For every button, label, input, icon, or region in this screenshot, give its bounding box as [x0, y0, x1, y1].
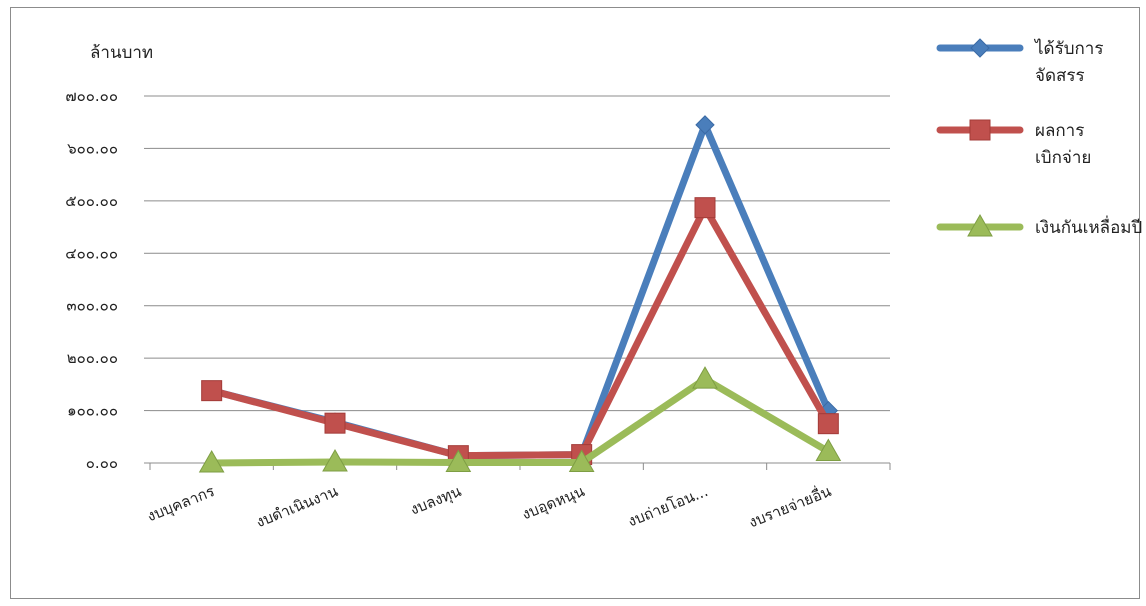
y-tick-label: ๕๐๐.๐๐ — [65, 192, 118, 210]
legend-label: จัดสรร — [1035, 66, 1085, 86]
x-tick-label: งบดำเนินงาน — [253, 482, 340, 531]
x-tick-label: งบบุคลากร — [144, 482, 217, 526]
legend-marker — [970, 38, 990, 58]
chart-frame — [10, 7, 1140, 599]
x-tick-label: งบอุดหนุน — [519, 482, 587, 524]
legend-marker — [969, 119, 991, 141]
data-point — [692, 366, 718, 389]
legend-marker — [967, 213, 993, 237]
legend: ได้รับการจัดสรรผลการเบิกจ่ายเงินกันเหลื่… — [936, 38, 1142, 238]
y-tick-label: ๑๐๐.๐๐ — [67, 402, 118, 420]
x-tick-label: งบถ่ายโอน... — [625, 482, 710, 530]
y-tick-label: ๗๐๐.๐๐ — [65, 87, 118, 105]
gridlines — [150, 95, 890, 412]
data-point — [695, 115, 715, 135]
series-line — [208, 204, 832, 460]
data-point — [817, 413, 839, 435]
y-tick-label: ๓๐๐.๐๐ — [66, 297, 118, 315]
y-tick-label: ๐.๐๐ — [86, 454, 118, 472]
x-axis: งบบุคลากร งบดำเนินงาน งบลงทุน งบอุดหนุน งบถ่… — [144, 462, 891, 531]
data-point — [322, 448, 348, 472]
data-point — [568, 449, 595, 472]
data-point — [445, 449, 472, 472]
data-point — [198, 449, 225, 473]
series-3 — [198, 366, 842, 473]
x-tick-label: งบรายจ่ายอื่น — [745, 480, 834, 531]
series-line — [208, 375, 832, 467]
legend-label: ได้รับการ — [1033, 38, 1103, 59]
legend-label: ผลการ — [1035, 121, 1084, 141]
y-axis: ๐.๐๐ ๑๐๐.๐๐ ๒๐๐.๐๐ ๓๐๐.๐๐ ๔๐๐.๐๐ ๕๐๐.๐๐ ๖๐๐.๐๐… — [65, 87, 150, 472]
legend-entry-3: เงินกันเหลื่อมปี — [936, 213, 1142, 238]
y-tick-label: ๖๐๐.๐๐ — [67, 139, 118, 157]
series-line — [208, 121, 832, 460]
y-tick-label: ๒๐๐.๐๐ — [67, 349, 118, 367]
data-point — [815, 438, 842, 461]
legend-label: เบิกจ่าย — [1035, 148, 1091, 168]
x-tick-label: งบลงทุน — [407, 482, 464, 520]
series-2 — [201, 197, 839, 467]
data-point — [324, 412, 346, 434]
series-layer — [198, 115, 842, 473]
data-point — [694, 197, 716, 219]
y-tick-label: ๔๐๐.๐๐ — [65, 244, 118, 262]
legend-label: เงินกันเหลื่อมปี — [1035, 215, 1142, 238]
y-axis-label: ล้านบาท — [90, 43, 153, 63]
data-point — [201, 380, 223, 402]
